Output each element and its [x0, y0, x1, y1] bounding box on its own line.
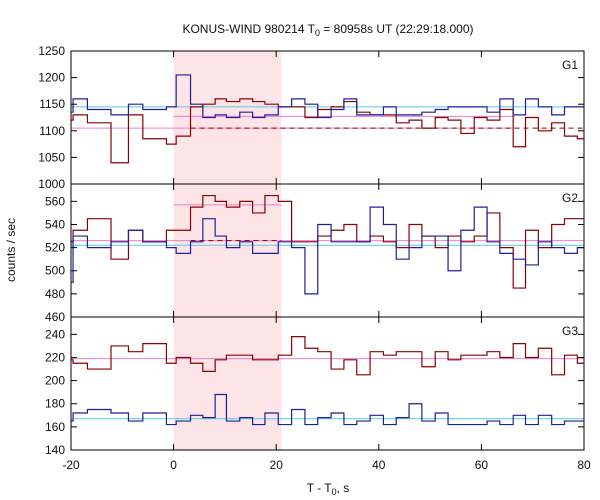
y-tick-label: 220 [45, 350, 65, 364]
panel-g1: 1000 1050 1100 1150 1200 1250 G1 [38, 44, 585, 191]
panel-g3: 140 160 180 200 220 240 G3 [45, 316, 585, 457]
chart-title-rest: = 80958s UT (22:29:18.000) [320, 22, 474, 36]
x-tick-label: 80 [577, 458, 591, 472]
x-tick-label: -20 [62, 458, 80, 472]
panel-frame [70, 316, 585, 451]
panel-label: G1 [562, 58, 578, 72]
y-tick-label: 160 [45, 420, 65, 434]
y-tick-label: 1200 [38, 71, 65, 85]
x-axis-label-subscript: 0 [332, 487, 337, 497]
x-tick-labels: -20 0 20 40 60 80 [62, 458, 591, 472]
highlight-band [173, 184, 282, 317]
panel-frame [70, 183, 585, 318]
x-axis-label-rest: , s [337, 481, 350, 495]
x-axis-label-main: T - T [307, 481, 333, 495]
chart-title: KONUS-WIND 980214 T0 = 80958s UT (22:29:… [182, 22, 473, 38]
series-red-g3 [71, 336, 584, 376]
series-red-g1 [71, 98, 584, 164]
panel-label: G2 [562, 191, 578, 205]
series-blue-g1 [71, 74, 584, 119]
y-tick-label: 560 [45, 194, 65, 208]
y-tick-label: 480 [45, 287, 65, 301]
x-tick-label: 20 [270, 458, 284, 472]
panels-group: 1000 1050 1100 1150 1200 1250 G1 460 480 500 520 54… [38, 44, 591, 472]
chart-title-main: KONUS-WIND 980214 T [182, 22, 315, 36]
series-blue-g3 [71, 393, 584, 426]
highlight-band [173, 317, 282, 450]
x-tick-label: 60 [475, 458, 489, 472]
panel-label: G3 [562, 324, 578, 338]
y-tick-label: 520 [45, 241, 65, 255]
y-tick-label: 180 [45, 397, 65, 411]
series-red-g2 [71, 194, 584, 289]
y-tick-label: 1250 [38, 44, 65, 58]
y-tick-label: 140 [45, 443, 65, 457]
panel-plot-area [71, 74, 584, 164]
y-tick-label: 460 [45, 310, 65, 324]
y-tick-label: 1100 [39, 124, 65, 138]
series-blue-g2 [71, 206, 584, 295]
y-tick-label: 500 [45, 264, 65, 278]
x-tick-label: 0 [170, 458, 177, 472]
y-tick-label: 1050 [38, 150, 65, 164]
y-tick-label: 1150 [39, 97, 65, 111]
chart-title-subscript: 0 [315, 28, 320, 38]
y-tick-label: 200 [45, 374, 65, 388]
panel-plot-area [71, 336, 584, 426]
y-axis-label: counts / sec [4, 218, 18, 282]
y-tick-label: 1000 [38, 177, 65, 191]
panel-g2: 460 480 500 520 540 560 G2 [45, 183, 585, 324]
panel-plot-area [71, 194, 584, 295]
y-tick-label: 540 [45, 217, 65, 231]
y-tick-label: 240 [45, 327, 65, 341]
x-axis-label: T - T0, s [307, 481, 350, 497]
x-tick-label: 40 [372, 458, 386, 472]
